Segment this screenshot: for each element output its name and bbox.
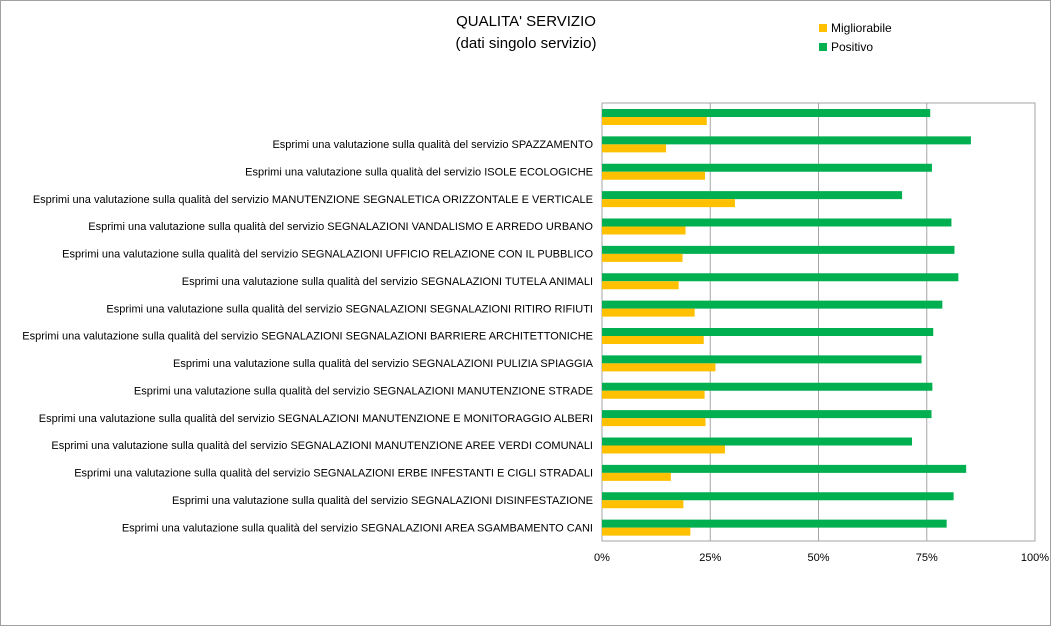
bar-migliorabile xyxy=(602,445,725,454)
category-label: Esprimi una valutazione sulla qualità de… xyxy=(62,249,593,261)
legend-label: Positivo xyxy=(831,40,874,54)
bar-migliorabile xyxy=(602,117,707,125)
bar-migliorabile xyxy=(602,171,706,180)
x-tick-label: 75% xyxy=(916,552,938,564)
bar-migliorabile xyxy=(602,308,695,317)
bar-positivo xyxy=(602,136,971,145)
bar-positivo xyxy=(602,355,922,364)
category-label: Esprimi una valutazione sulla qualità de… xyxy=(272,139,593,151)
bar-positivo xyxy=(602,218,952,227)
bar-migliorabile xyxy=(602,390,705,399)
category-label: Esprimi una valutazione sulla qualità de… xyxy=(172,495,593,507)
bar-migliorabile xyxy=(602,253,683,262)
chart-title: QUALITA' SERVIZIO xyxy=(456,13,596,30)
bar-positivo xyxy=(602,300,943,309)
bar-positivo xyxy=(602,437,913,446)
category-label: Esprimi una valutazione sulla qualità de… xyxy=(182,276,593,288)
category-label: Esprimi una valutazione sulla qualità de… xyxy=(134,385,593,397)
plot-area: 0% 25% 50% 75% 100% Esprimi una valutazione s… xyxy=(22,102,1049,564)
bar-positivo xyxy=(602,109,931,117)
bar-migliorabile xyxy=(602,418,706,427)
bar-positivo xyxy=(602,464,967,473)
chart-subtitle: (dati singolo servizio) xyxy=(455,35,597,52)
bar-positivo xyxy=(602,328,934,336)
legend-item-positivo: Positivo xyxy=(819,40,873,54)
category-label: Esprimi una valutazione sulla qualità de… xyxy=(51,440,593,452)
bar-positivo xyxy=(602,410,932,419)
bar-positivo xyxy=(602,382,933,391)
legend-swatch-migliorabile xyxy=(819,24,827,32)
bar-migliorabile xyxy=(602,363,716,372)
category-label: Esprimi una valutazione sulla qualità de… xyxy=(106,303,593,315)
category-label: Esprimi una valutazione sulla qualità de… xyxy=(173,358,594,370)
category-label: Esprimi una valutazione sulla qualità de… xyxy=(88,221,593,233)
legend-item-migliorabile: Migliorabile xyxy=(819,21,892,35)
bar-migliorabile xyxy=(602,199,735,208)
bar-positivo xyxy=(602,245,955,254)
bar-positivo xyxy=(602,191,903,200)
x-tick-label: 50% xyxy=(807,552,829,564)
category-label: Esprimi una valutazione sulla qualità de… xyxy=(122,522,593,534)
bar-migliorabile xyxy=(602,226,686,235)
x-tick-label: 100% xyxy=(1021,552,1049,564)
bar-migliorabile xyxy=(602,527,691,536)
category-label: Esprimi una valutazione sulla qualità de… xyxy=(22,331,593,343)
bar-migliorabile xyxy=(602,500,684,509)
category-label: Esprimi una valutazione sulla qualità de… xyxy=(245,166,593,178)
bar-positivo xyxy=(602,492,954,501)
category-label: Esprimi una valutazione sulla qualità de… xyxy=(33,194,593,206)
bar-positivo xyxy=(602,519,947,528)
bar-migliorabile xyxy=(602,336,704,344)
chart-frame: QUALITA' SERVIZIO (dati singolo servizio… xyxy=(0,0,1051,626)
bar-positivo xyxy=(602,273,959,282)
bar-migliorabile xyxy=(602,281,679,290)
bar-migliorabile xyxy=(602,472,671,481)
category-label: Esprimi una valutazione sulla qualità de… xyxy=(39,413,593,425)
bar-migliorabile xyxy=(602,144,667,153)
legend-swatch-positivo xyxy=(819,43,827,51)
category-label: Esprimi una valutazione sulla qualità de… xyxy=(74,468,593,480)
x-tick-label: 0% xyxy=(594,552,610,564)
x-tick-label: 25% xyxy=(699,552,721,564)
legend-label: Migliorabile xyxy=(831,21,892,35)
bar-positivo xyxy=(602,163,932,172)
